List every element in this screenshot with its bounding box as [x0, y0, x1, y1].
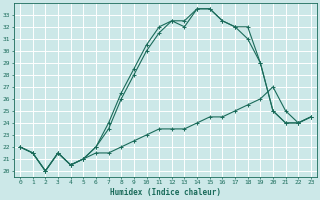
X-axis label: Humidex (Indice chaleur): Humidex (Indice chaleur) — [110, 188, 221, 197]
